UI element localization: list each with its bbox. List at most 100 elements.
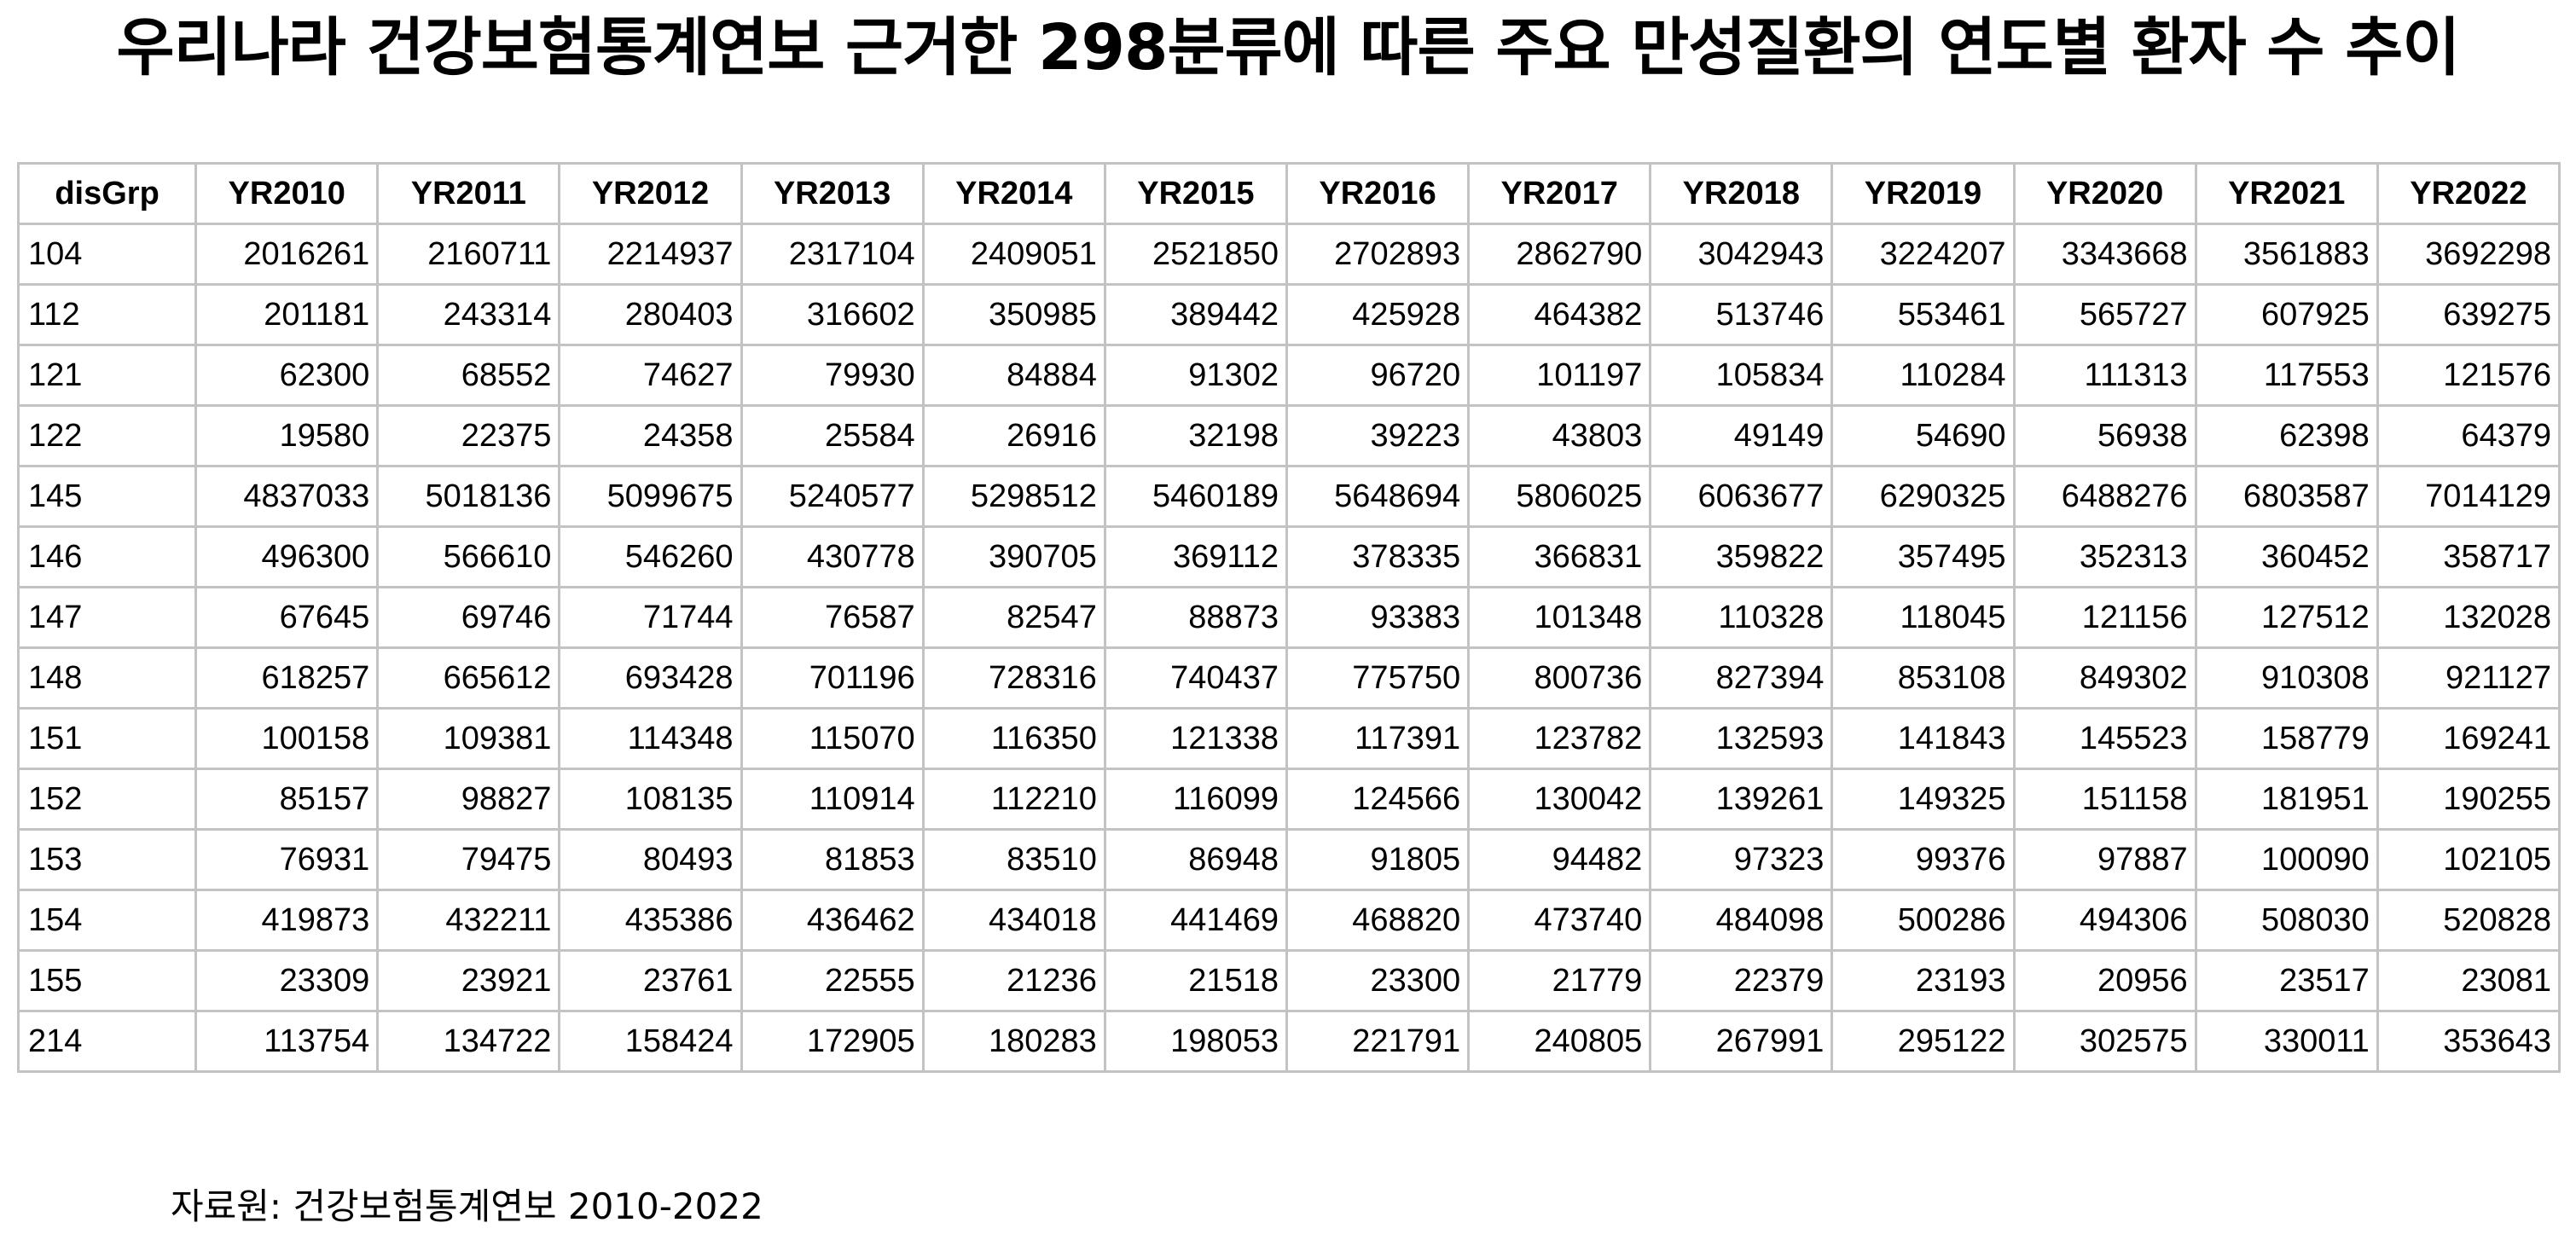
patient-count-cell: 5240577 xyxy=(740,465,925,528)
patient-count-cell: 800736 xyxy=(1467,646,1652,710)
patient-count-cell: 243314 xyxy=(376,283,561,346)
patient-count-cell: 68552 xyxy=(376,344,561,407)
patients-by-year-table: disGrp YR2010 YR2011 YR2012 YR2013 YR2014 YR20… xyxy=(16,162,2561,1073)
patient-count-cell: 99376 xyxy=(1830,828,2016,891)
patient-count-cell: 151158 xyxy=(2012,768,2197,831)
disease-group-cell: 152 xyxy=(16,768,198,831)
patient-count-cell: 6290325 xyxy=(1830,465,2016,528)
patient-count-cell: 124566 xyxy=(1285,768,1471,831)
table-row: 112 201181 243314 280403 316602 350985 389442 4… xyxy=(16,283,2561,346)
patient-count-cell: 853108 xyxy=(1830,646,2016,710)
patient-count-cell: 76931 xyxy=(194,828,380,891)
patient-count-cell: 3561883 xyxy=(2194,223,2379,286)
patient-count-cell: 76587 xyxy=(740,586,925,649)
patient-count-cell: 436462 xyxy=(740,889,925,952)
page-title: 우리나라 건강보험통계연보 근거한 298분류에 따른 주요 만성질환의 연도별… xyxy=(116,11,2461,84)
disease-group-cell: 104 xyxy=(16,223,198,286)
source-note: 자료원: 건강보험통계연보 2010-2022 xyxy=(171,1185,763,1227)
patient-count-cell: 23921 xyxy=(376,949,561,1012)
patient-count-cell: 316602 xyxy=(740,283,925,346)
patient-count-cell: 2521850 xyxy=(1103,223,1288,286)
patient-count-cell: 6063677 xyxy=(1649,465,1834,528)
patient-count-cell: 639275 xyxy=(2376,283,2561,346)
table-row: 152 85157 98827 108135 110914 112210 116099 124… xyxy=(16,768,2561,831)
patient-count-cell: 430778 xyxy=(740,525,925,588)
patient-count-cell: 132593 xyxy=(1649,707,1834,770)
column-header-yr2022: YR2022 xyxy=(2376,162,2561,225)
disease-group-cell: 145 xyxy=(16,465,198,528)
patient-count-cell: 425928 xyxy=(1285,283,1471,346)
patient-count-cell: 280403 xyxy=(558,283,743,346)
patient-count-cell: 110284 xyxy=(1830,344,2016,407)
patient-count-cell: 910308 xyxy=(2194,646,2379,710)
patient-count-cell: 158779 xyxy=(2194,707,2379,770)
patient-count-cell: 169241 xyxy=(2376,707,2561,770)
column-header-yr2010: YR2010 xyxy=(194,162,380,225)
patient-count-cell: 775750 xyxy=(1285,646,1471,710)
patient-count-cell: 366831 xyxy=(1467,525,1652,588)
patient-count-cell: 101197 xyxy=(1467,344,1652,407)
patient-count-cell: 134722 xyxy=(376,1010,561,1073)
table-row: 155 23309 23921 23761 22555 21236 21518 23300 21… xyxy=(16,949,2561,1012)
patient-count-cell: 96720 xyxy=(1285,344,1471,407)
disease-group-cell: 154 xyxy=(16,889,198,952)
patient-count-cell: 358717 xyxy=(2376,525,2561,588)
patient-count-cell: 2214937 xyxy=(558,223,743,286)
table-row: 122 19580 22375 24358 25584 26916 32198 39223 43… xyxy=(16,404,2561,467)
patient-count-cell: 441469 xyxy=(1103,889,1288,952)
patient-count-cell: 513746 xyxy=(1649,283,1834,346)
patient-count-cell: 7014129 xyxy=(2376,465,2561,528)
table-row: 214 113754 134722 158424 172905 180283 198053 2… xyxy=(16,1010,2561,1073)
patient-count-cell: 432211 xyxy=(376,889,561,952)
patient-count-cell: 565727 xyxy=(2012,283,2197,346)
patient-count-cell: 149325 xyxy=(1830,768,2016,831)
patient-count-cell: 80493 xyxy=(558,828,743,891)
disease-group-cell: 147 xyxy=(16,586,198,649)
patient-count-cell: 508030 xyxy=(2194,889,2379,952)
patient-count-cell: 62300 xyxy=(194,344,380,407)
patient-count-cell: 921127 xyxy=(2376,646,2561,710)
patient-count-cell: 2409051 xyxy=(921,223,1106,286)
patient-count-cell: 665612 xyxy=(376,646,561,710)
patient-count-cell: 100090 xyxy=(2194,828,2379,891)
patient-count-cell: 88873 xyxy=(1103,586,1288,649)
patient-count-cell: 115070 xyxy=(740,707,925,770)
patient-count-cell: 546260 xyxy=(558,525,743,588)
patient-count-cell: 105834 xyxy=(1649,344,1834,407)
disease-group-cell: 214 xyxy=(16,1010,198,1073)
patient-count-cell: 434018 xyxy=(921,889,1106,952)
patient-count-cell: 198053 xyxy=(1103,1010,1288,1073)
patient-count-cell: 62398 xyxy=(2194,404,2379,467)
patient-count-cell: 132028 xyxy=(2376,586,2561,649)
patient-count-cell: 100158 xyxy=(194,707,380,770)
patient-count-cell: 117553 xyxy=(2194,344,2379,407)
patient-count-cell: 22555 xyxy=(740,949,925,1012)
patient-count-cell: 484098 xyxy=(1649,889,1834,952)
patient-count-cell: 145523 xyxy=(2012,707,2197,770)
patient-count-cell: 32198 xyxy=(1103,404,1288,467)
patient-count-cell: 494306 xyxy=(2012,889,2197,952)
patient-count-cell: 54690 xyxy=(1830,404,2016,467)
column-header-yr2020: YR2020 xyxy=(2012,162,2197,225)
column-header-yr2017: YR2017 xyxy=(1467,162,1652,225)
patient-count-cell: 240805 xyxy=(1467,1010,1652,1073)
patient-count-cell: 728316 xyxy=(921,646,1106,710)
patient-count-cell: 67645 xyxy=(194,586,380,649)
patient-count-cell: 71744 xyxy=(558,586,743,649)
patient-count-cell: 2702893 xyxy=(1285,223,1471,286)
patient-count-cell: 91302 xyxy=(1103,344,1288,407)
column-header-yr2021: YR2021 xyxy=(2194,162,2379,225)
patient-count-cell: 127512 xyxy=(2194,586,2379,649)
patient-count-cell: 302575 xyxy=(2012,1010,2197,1073)
column-header-yr2012: YR2012 xyxy=(558,162,743,225)
patient-count-cell: 22379 xyxy=(1649,949,1834,1012)
patient-count-cell: 3224207 xyxy=(1830,223,2016,286)
patient-count-cell: 464382 xyxy=(1467,283,1652,346)
patient-count-cell: 22375 xyxy=(376,404,561,467)
patient-count-cell: 5099675 xyxy=(558,465,743,528)
patient-count-cell: 267991 xyxy=(1649,1010,1834,1073)
patient-count-cell: 693428 xyxy=(558,646,743,710)
patient-count-cell: 81853 xyxy=(740,828,925,891)
patient-count-cell: 25584 xyxy=(740,404,925,467)
disease-group-cell: 122 xyxy=(16,404,198,467)
